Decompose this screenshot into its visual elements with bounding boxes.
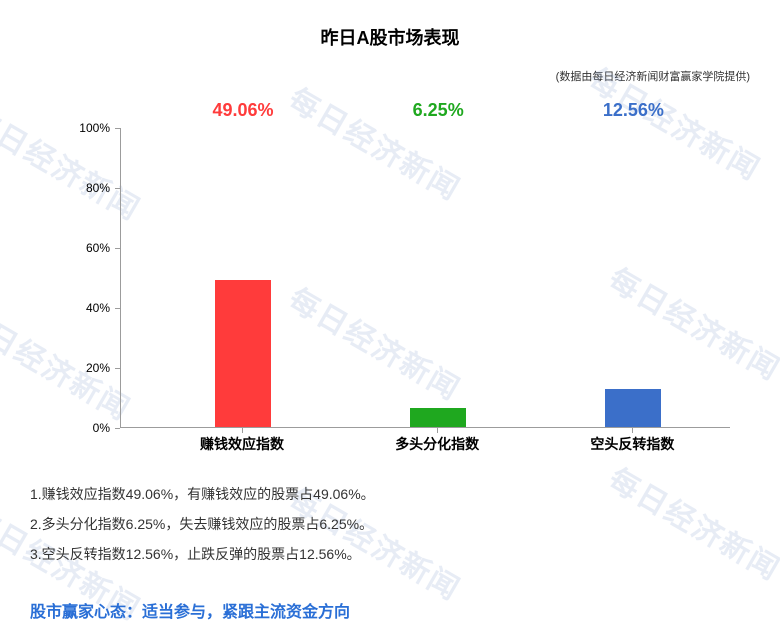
note-line: 2.多头分化指数6.25%，失去赚钱效应的股票占6.25%。	[30, 510, 375, 538]
y-tick-label: 20%	[70, 361, 120, 375]
y-tick-label: 0%	[70, 421, 120, 435]
bar-value-label: 12.56%	[533, 100, 733, 121]
y-tick-mark	[115, 428, 120, 429]
chart-title: 昨日A股市场表现	[0, 0, 780, 50]
chart-container: 每日经济新闻每日经济新闻每日经济新闻每日经济新闻每日经济新闻每日经济新闻每日经济…	[0, 0, 780, 638]
notes-list: 1.赚钱效应指数49.06%，有赚钱效应的股票占49.06%。2.多头分化指数6…	[30, 480, 375, 570]
plot-area: 49.06%6.25%12.56%	[120, 128, 730, 428]
bar	[215, 280, 271, 427]
bar-value-label: 49.06%	[143, 100, 343, 121]
chart-area: 0%20%40%60%80%100% 49.06%6.25%12.56% 赚钱效…	[70, 128, 730, 458]
x-tick-mark	[242, 428, 243, 433]
x-tick-mark	[632, 428, 633, 433]
bar-value-label: 6.25%	[338, 100, 538, 121]
x-axis-label: 空头反转指数	[590, 434, 674, 454]
note-line: 1.赚钱效应指数49.06%，有赚钱效应的股票占49.06%。	[30, 480, 375, 508]
x-axis-label: 多头分化指数	[395, 434, 479, 454]
bar	[605, 389, 661, 427]
x-axis-label: 赚钱效应指数	[200, 434, 284, 454]
chart-subtitle: (数据由每日经济新闻财富赢家学院提供)	[0, 50, 780, 84]
y-tick-label: 40%	[70, 301, 120, 315]
x-tick-mark	[437, 428, 438, 433]
conclusion-text: 股市赢家心态：适当参与，紧跟主流资金方向	[30, 598, 350, 622]
note-line: 3.空头反转指数12.56%，止跌反弹的股票占12.56%。	[30, 540, 375, 568]
bar	[410, 408, 466, 427]
y-tick-label: 100%	[70, 121, 120, 135]
y-tick-label: 60%	[70, 241, 120, 255]
watermark-text: 每日经济新闻	[602, 455, 780, 589]
y-tick-label: 80%	[70, 181, 120, 195]
